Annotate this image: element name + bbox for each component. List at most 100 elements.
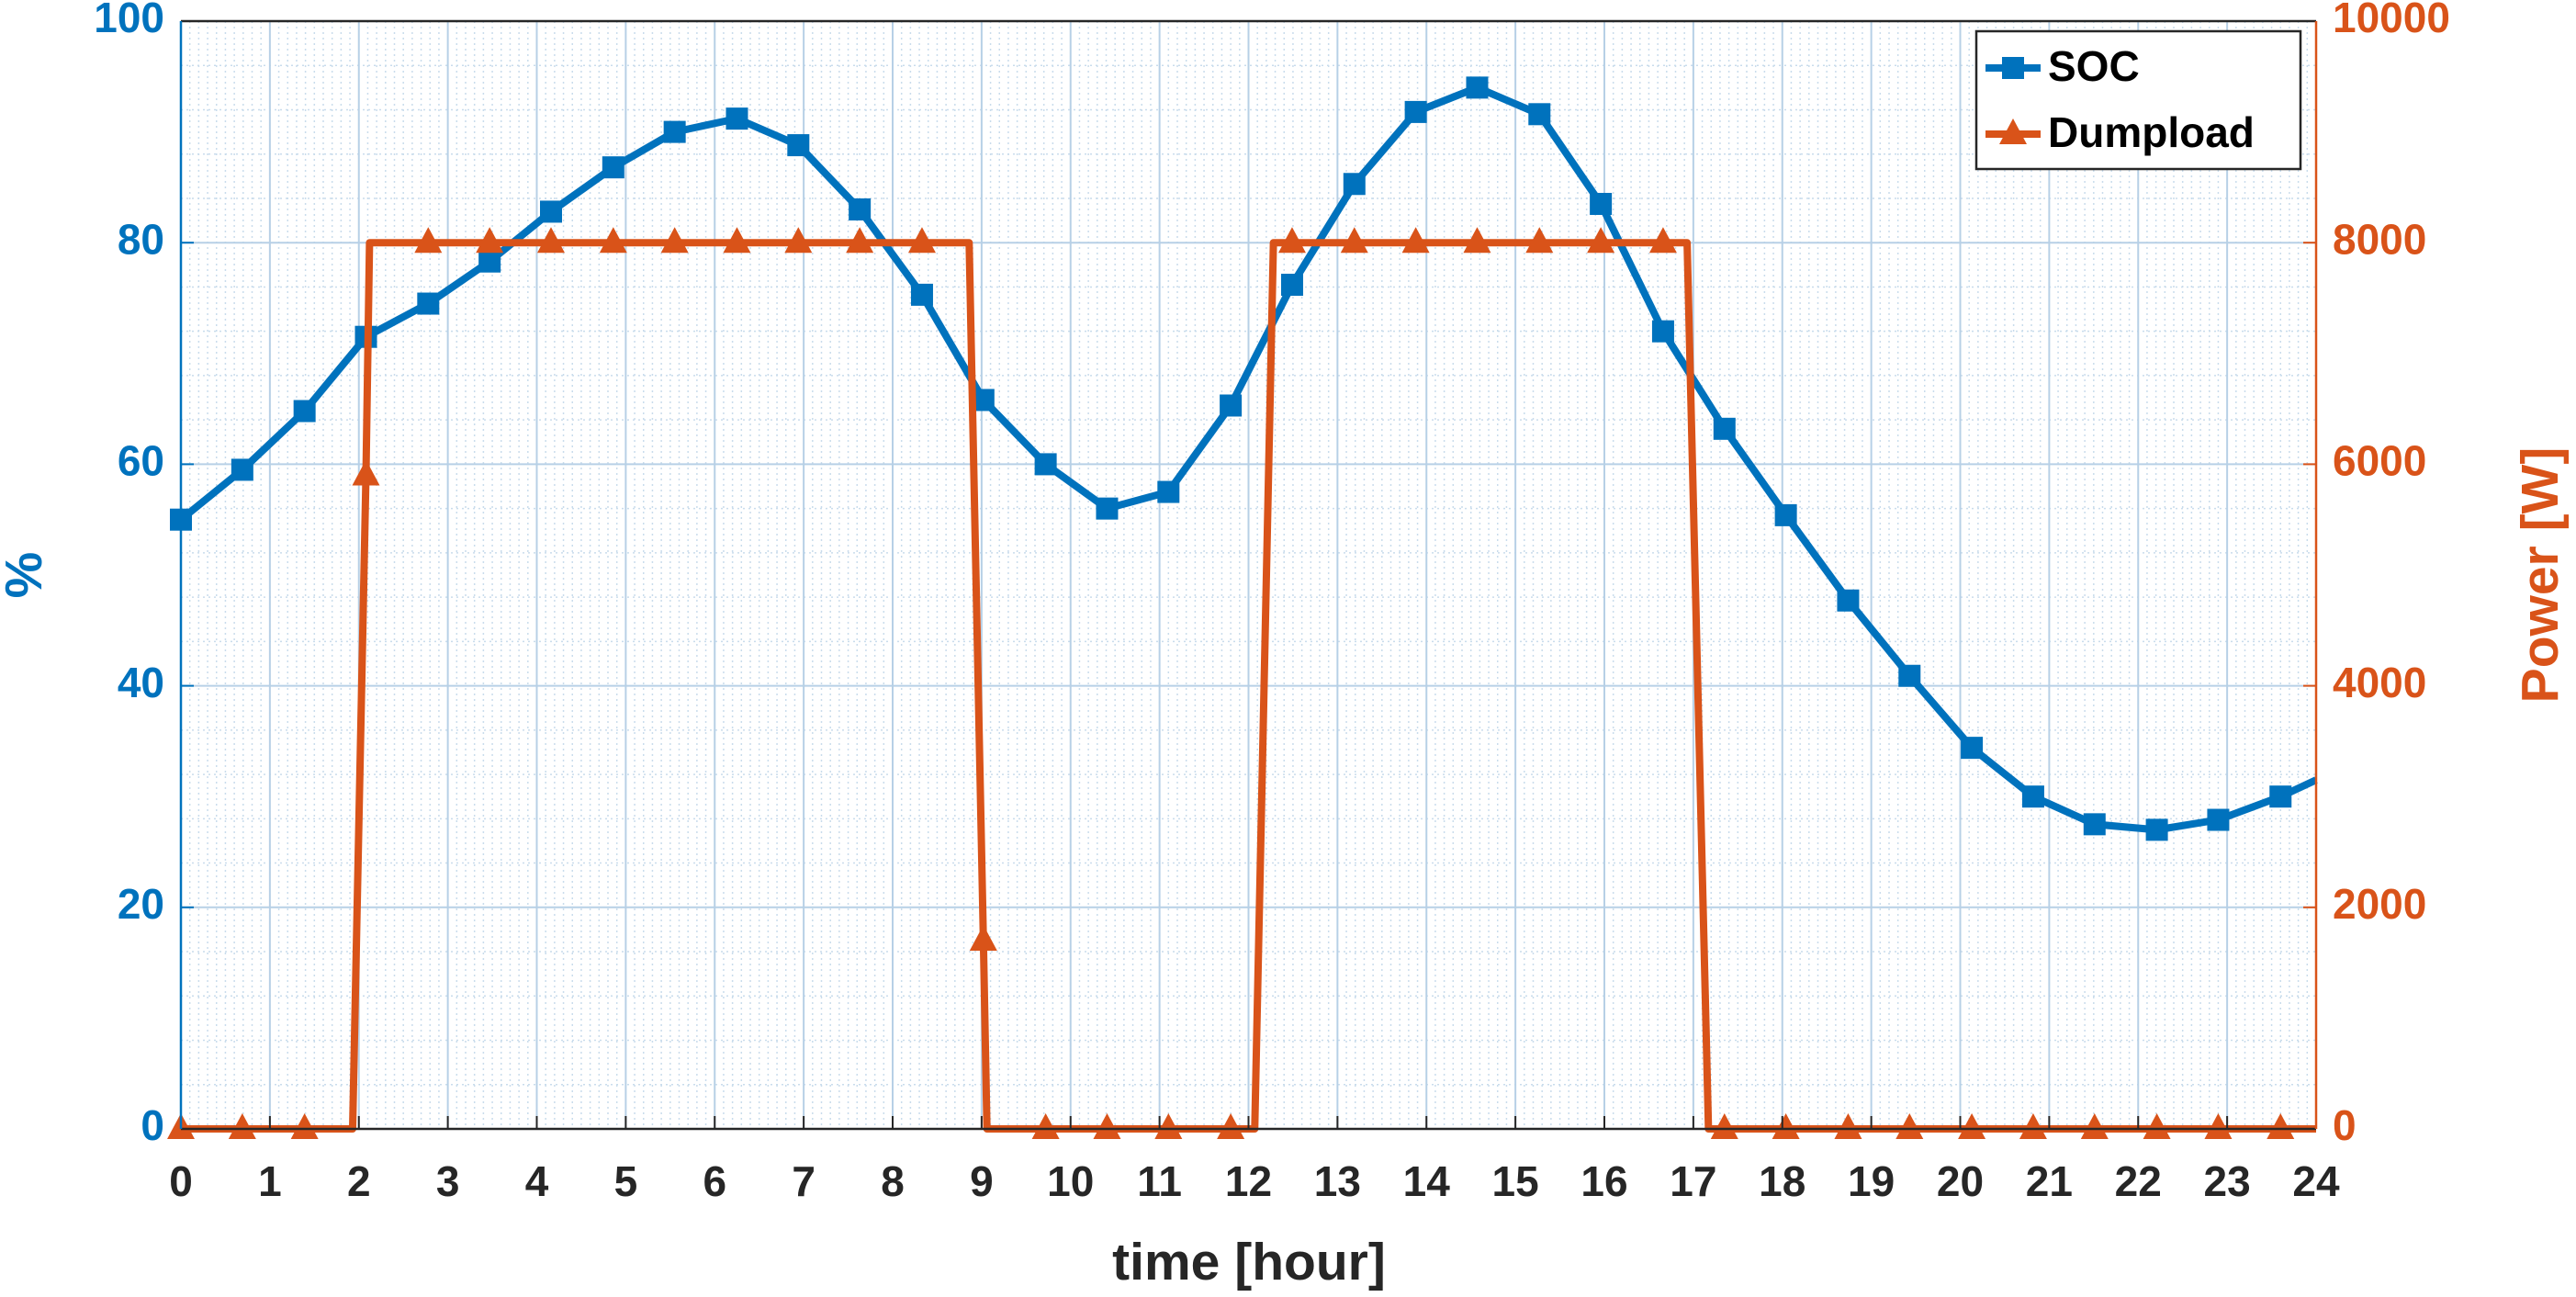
x-tick-label: 9 bbox=[970, 1157, 994, 1205]
marker bbox=[540, 200, 562, 223]
marker bbox=[1031, 1113, 1060, 1139]
marker bbox=[1834, 1113, 1862, 1139]
legend-label: SOC bbox=[2048, 42, 2140, 90]
y-tick-label: 80 bbox=[118, 215, 164, 263]
x-tick-label: 11 bbox=[1137, 1157, 1182, 1205]
x-tick-label: 3 bbox=[436, 1157, 460, 1205]
marker bbox=[537, 227, 565, 254]
marker bbox=[1774, 503, 1797, 526]
marker bbox=[2083, 813, 2106, 836]
marker bbox=[352, 459, 380, 486]
marker bbox=[2267, 1113, 2295, 1139]
x-tick-label: 17 bbox=[1670, 1157, 1716, 1205]
marker bbox=[1343, 173, 1366, 196]
marker bbox=[1220, 394, 1243, 417]
y-tick-label: 100 bbox=[94, 0, 164, 41]
x-tick-label: 10 bbox=[1047, 1157, 1094, 1205]
legend: SOC Dumpload bbox=[1974, 29, 2302, 171]
marker bbox=[787, 134, 810, 157]
marker bbox=[1217, 1113, 1245, 1139]
marker bbox=[290, 1113, 319, 1139]
marker bbox=[849, 198, 872, 221]
marker bbox=[1340, 227, 1368, 254]
x-tick-label: 23 bbox=[2204, 1157, 2251, 1205]
marker bbox=[1280, 274, 1303, 297]
legend-label: Dumpload bbox=[2048, 108, 2255, 156]
x-tick-label: 2 bbox=[347, 1157, 371, 1205]
y-tick-label: 0 bbox=[141, 1101, 164, 1149]
marker bbox=[660, 227, 689, 254]
marker bbox=[1466, 76, 1489, 99]
marker bbox=[1463, 227, 1491, 254]
marker bbox=[1528, 103, 1551, 126]
y2-tick-label: 6000 bbox=[2333, 437, 2426, 485]
y-tick-label: 20 bbox=[118, 880, 164, 928]
y2-tick-label: 2000 bbox=[2333, 880, 2426, 928]
marker bbox=[1093, 1113, 1121, 1139]
marker bbox=[1590, 192, 1613, 215]
x-tick-label: 14 bbox=[1403, 1157, 1451, 1205]
marker bbox=[231, 458, 253, 481]
marker bbox=[2204, 1113, 2233, 1139]
marker bbox=[969, 924, 997, 951]
marker bbox=[1961, 737, 1984, 760]
marker bbox=[2143, 1113, 2171, 1139]
marker bbox=[228, 1113, 256, 1139]
marker bbox=[1525, 227, 1554, 254]
x-tick-label: 18 bbox=[1759, 1157, 1805, 1205]
x-tick-label: 21 bbox=[2026, 1157, 2073, 1205]
marker bbox=[1772, 1113, 1800, 1139]
marker bbox=[1713, 417, 1736, 440]
y2-tick-label: 0 bbox=[2333, 1101, 2357, 1149]
marker bbox=[2019, 1113, 2047, 1139]
marker bbox=[1898, 664, 1921, 687]
y-tick-label: 40 bbox=[118, 659, 164, 706]
marker bbox=[476, 227, 504, 254]
marker bbox=[2145, 818, 2168, 841]
marker bbox=[602, 156, 624, 179]
marker bbox=[293, 400, 316, 423]
marker bbox=[417, 292, 440, 315]
x-tick-label: 7 bbox=[792, 1157, 816, 1205]
marker bbox=[1157, 480, 1180, 503]
marker bbox=[907, 227, 936, 254]
marker bbox=[1837, 589, 1860, 612]
x-tick-label: 20 bbox=[1937, 1157, 1984, 1205]
x-tick-label: 16 bbox=[1580, 1157, 1627, 1205]
x-tick-label: 0 bbox=[169, 1157, 193, 1205]
y2-tick-label: 10000 bbox=[2333, 0, 2450, 41]
marker bbox=[2002, 57, 2024, 79]
x-tick-label: 4 bbox=[525, 1157, 549, 1205]
x-tick-label: 12 bbox=[1225, 1157, 1272, 1205]
marker bbox=[1404, 100, 1427, 123]
marker bbox=[1651, 320, 1674, 343]
marker bbox=[599, 227, 627, 254]
marker bbox=[1277, 227, 1306, 254]
x-tick-label: 6 bbox=[703, 1157, 726, 1205]
marker bbox=[726, 107, 748, 130]
marker bbox=[1710, 1113, 1738, 1139]
x-tick-label: 5 bbox=[614, 1157, 638, 1205]
marker bbox=[1034, 453, 1057, 476]
x-axis-label: time [hour] bbox=[1112, 1233, 1386, 1291]
marker bbox=[1587, 227, 1615, 254]
x-tick-label: 1 bbox=[258, 1157, 282, 1205]
marker bbox=[414, 227, 443, 254]
marker bbox=[1895, 1113, 1924, 1139]
marker bbox=[1096, 497, 1119, 520]
marker bbox=[1648, 227, 1677, 254]
marker bbox=[910, 283, 933, 306]
marker bbox=[663, 120, 686, 143]
y-tick-label: 60 bbox=[118, 437, 164, 485]
marker bbox=[1401, 227, 1430, 254]
x-tick-label: 8 bbox=[881, 1157, 905, 1205]
x-tick-label: 24 bbox=[2292, 1157, 2340, 1205]
marker bbox=[846, 227, 874, 254]
marker bbox=[1999, 118, 2027, 144]
y-axis-label: % bbox=[0, 552, 53, 599]
marker bbox=[784, 227, 813, 254]
y2-tick-label: 8000 bbox=[2333, 215, 2426, 263]
marker bbox=[723, 227, 751, 254]
